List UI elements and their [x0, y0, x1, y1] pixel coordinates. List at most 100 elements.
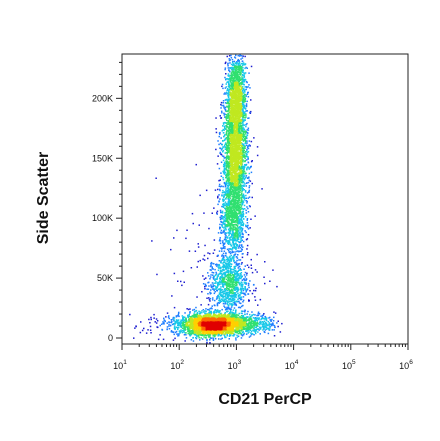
- data-point: [222, 277, 225, 280]
- data-point: [227, 190, 229, 193]
- data-point: [184, 321, 186, 324]
- data-point: [221, 294, 224, 297]
- data-point: [228, 233, 231, 235]
- data-point: [230, 175, 233, 178]
- data-point: [209, 307, 211, 310]
- data-point: [242, 318, 245, 320]
- data-point: [256, 146, 259, 148]
- data-point: [236, 229, 239, 231]
- data-point: [219, 277, 222, 280]
- data-point: [231, 303, 233, 305]
- data-point: [229, 308, 231, 311]
- data-point: [247, 157, 249, 160]
- data-point: [252, 317, 255, 319]
- data-point: [236, 244, 239, 246]
- data-point: [242, 287, 244, 290]
- data-point: [240, 208, 242, 210]
- data-point: [227, 264, 229, 266]
- data-point: [202, 283, 205, 285]
- data-point: [220, 335, 222, 337]
- data-point: [226, 308, 228, 311]
- data-point: [247, 325, 250, 328]
- data-point: [242, 100, 245, 102]
- data-point: [201, 291, 203, 293]
- data-point: [226, 220, 228, 223]
- data-point: [217, 266, 219, 268]
- data-point: [204, 283, 207, 286]
- data-point: [225, 207, 227, 209]
- data-point: [233, 184, 235, 186]
- data-point: [229, 78, 232, 80]
- data-point: [215, 311, 217, 314]
- data-point: [232, 314, 235, 317]
- data-point: [228, 222, 230, 224]
- data-point: [242, 221, 244, 223]
- data-point: [195, 336, 197, 339]
- data-point: [215, 117, 217, 119]
- data-point: [231, 257, 234, 259]
- data-point: [244, 133, 247, 135]
- data-point: [205, 308, 207, 310]
- data-point: [227, 63, 229, 65]
- data-point: [242, 77, 244, 80]
- data-point: [231, 292, 233, 294]
- data-point: [215, 298, 218, 300]
- data-point: [232, 275, 235, 277]
- data-point: [222, 216, 224, 219]
- data-point: [225, 118, 227, 120]
- data-point: [227, 145, 229, 147]
- data-point: [243, 318, 246, 320]
- data-point: [236, 217, 239, 219]
- data-point: [198, 335, 200, 337]
- data-point: [212, 299, 214, 301]
- data-point: [232, 294, 234, 296]
- data-point: [273, 316, 275, 319]
- data-point: [184, 340, 186, 342]
- data-point: [257, 328, 259, 330]
- data-point: [227, 106, 230, 108]
- data-point: [234, 70, 237, 73]
- data-point: [196, 334, 198, 337]
- data-point: [239, 232, 242, 234]
- data-point: [228, 313, 230, 315]
- data-point: [241, 224, 244, 226]
- data-point: [233, 68, 235, 70]
- data-point: [231, 331, 233, 333]
- data-point: [226, 193, 228, 195]
- data-point: [227, 222, 229, 224]
- data-point: [244, 98, 246, 100]
- data-point: [226, 55, 228, 58]
- data-point: [232, 278, 234, 281]
- data-point: [241, 120, 244, 122]
- data-point: [240, 330, 243, 332]
- data-point: [237, 288, 239, 291]
- data-point: [274, 312, 277, 314]
- data-point: [241, 211, 243, 213]
- data-point: [227, 89, 229, 91]
- data-point: [206, 339, 208, 342]
- data-point: [249, 290, 251, 292]
- data-point: [232, 135, 234, 137]
- data-point: [242, 210, 244, 213]
- data-point: [230, 130, 232, 132]
- data-point: [242, 151, 244, 154]
- data-point: [239, 54, 241, 56]
- data-point: [239, 142, 241, 144]
- data-point: [234, 57, 237, 59]
- data-point: [243, 319, 245, 321]
- data-point: [238, 210, 240, 212]
- data-point: [184, 325, 186, 327]
- data-point: [232, 84, 235, 86]
- data-point: [222, 159, 225, 162]
- data-point: [227, 146, 229, 149]
- data-point: [223, 202, 225, 205]
- data-point: [247, 332, 249, 334]
- data-point: [242, 193, 245, 195]
- data-point: [233, 295, 235, 297]
- data-point: [240, 317, 243, 319]
- data-point: [222, 222, 224, 224]
- data-point: [229, 252, 232, 255]
- data-point: [242, 292, 244, 294]
- data-point: [223, 301, 226, 303]
- data-point: [183, 330, 185, 333]
